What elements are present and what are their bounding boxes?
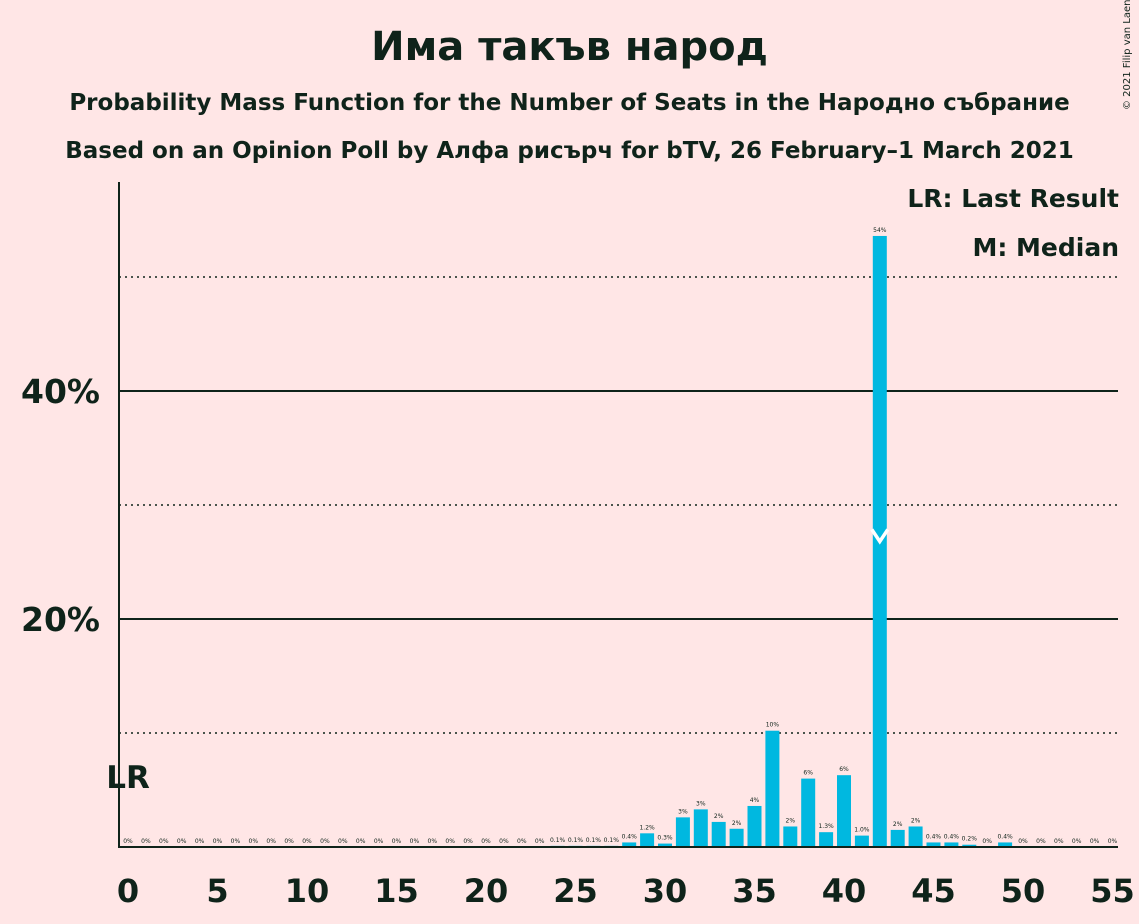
data-label: 6%: [839, 766, 849, 773]
data-label: 0.1%: [586, 837, 602, 844]
legend-last-result: LR: Last Result: [907, 184, 1119, 213]
data-label: 54%: [873, 227, 887, 234]
bar: [693, 809, 708, 847]
bar: [819, 832, 834, 847]
data-label: 0%: [428, 838, 438, 845]
data-label: 0%: [159, 838, 169, 845]
data-label: 0.1%: [568, 837, 584, 844]
bar: [622, 842, 637, 847]
x-tick-label: 50: [1001, 872, 1046, 910]
data-label: 3%: [696, 800, 706, 807]
data-label: 0%: [445, 838, 455, 845]
data-label: 0%: [266, 838, 276, 845]
median-marker: [870, 528, 890, 545]
bar: [944, 842, 959, 847]
data-label: 1.0%: [854, 827, 870, 834]
data-label: 0.4%: [926, 833, 942, 840]
data-label: 0%: [141, 838, 151, 845]
x-tick-label: 10: [285, 872, 330, 910]
x-tick-label: 25: [553, 872, 598, 910]
bar: [711, 821, 726, 847]
data-label: 2%: [786, 817, 796, 824]
data-label: 4%: [750, 797, 760, 804]
x-tick-label: 45: [911, 872, 956, 910]
bar: [908, 826, 923, 847]
data-label: 2%: [714, 813, 724, 820]
bar: [998, 842, 1013, 847]
data-label: 0%: [1072, 838, 1082, 845]
data-label: 0%: [356, 838, 366, 845]
data-label: 0.1%: [604, 837, 620, 844]
data-label: 0%: [231, 838, 241, 845]
chart-subtitle: Probability Mass Function for the Number…: [69, 90, 1070, 116]
y-tick-label: 20%: [21, 600, 100, 639]
bar: [675, 817, 690, 847]
x-tick-label: 30: [643, 872, 688, 910]
bar: [854, 835, 869, 847]
bar: [783, 826, 798, 847]
bar: [890, 829, 905, 847]
data-label: 0%: [1054, 838, 1064, 845]
data-label: 0%: [123, 838, 133, 845]
data-label: 1.2%: [639, 824, 655, 831]
data-label: 0%: [1036, 838, 1046, 845]
bar: [729, 828, 744, 847]
x-tick-label: 40: [822, 872, 867, 910]
data-label: 0%: [302, 838, 312, 845]
data-label: 0%: [392, 838, 402, 845]
data-label: 0%: [499, 838, 509, 845]
data-label: 0%: [481, 838, 491, 845]
data-label: 6%: [803, 770, 813, 777]
x-tick-label: 20: [464, 872, 509, 910]
data-label: 0.4%: [622, 833, 638, 840]
data-label: 0%: [1018, 838, 1028, 845]
data-label: 0%: [463, 838, 473, 845]
data-label: 0%: [374, 838, 384, 845]
data-label: 0%: [213, 838, 223, 845]
data-label: 0%: [338, 838, 348, 845]
data-label: 1.3%: [818, 823, 834, 830]
data-label: 3%: [678, 808, 688, 815]
legend-median: M: Median: [972, 233, 1119, 262]
data-label: 2%: [732, 820, 742, 827]
bar: [962, 844, 977, 847]
data-label: 0.4%: [997, 833, 1013, 840]
data-label: 0.1%: [550, 837, 566, 844]
data-label: 0%: [982, 838, 992, 845]
bar: [837, 775, 851, 847]
bar: [640, 833, 655, 847]
x-tick-label: 55: [1090, 872, 1135, 910]
x-tick-label: 35: [732, 872, 777, 910]
bar: [765, 730, 780, 847]
data-label: 0%: [1108, 838, 1118, 845]
last-result-marker: LR: [106, 760, 150, 796]
data-label: 0%: [195, 838, 205, 845]
data-label: 0%: [177, 838, 187, 845]
data-label: 0.2%: [962, 836, 978, 843]
chart-title: Има такъв народ: [371, 24, 768, 70]
data-label: 0.3%: [657, 835, 673, 842]
data-label: 2%: [893, 821, 903, 828]
data-label: 0%: [320, 838, 330, 845]
y-tick-label: 40%: [21, 372, 100, 411]
bar: [801, 778, 816, 847]
bar: [926, 842, 941, 847]
data-label: 0%: [1090, 838, 1100, 845]
chart-subtitle-poll: Based on an Opinion Poll by Алфа рисърч …: [65, 138, 1074, 164]
data-label: 2%: [911, 817, 921, 824]
data-label: 0%: [410, 838, 420, 845]
data-label: 0%: [284, 838, 294, 845]
bar: [658, 843, 672, 847]
bar: [747, 805, 762, 847]
x-tick-label: 5: [206, 872, 228, 910]
x-tick-label: 0: [117, 872, 139, 910]
data-label: 10%: [766, 722, 780, 729]
data-label: 0%: [249, 838, 259, 845]
data-label: 0.4%: [944, 833, 960, 840]
data-label: 0%: [517, 838, 527, 845]
x-tick-label: 15: [374, 872, 419, 910]
data-label: 0%: [535, 838, 545, 845]
